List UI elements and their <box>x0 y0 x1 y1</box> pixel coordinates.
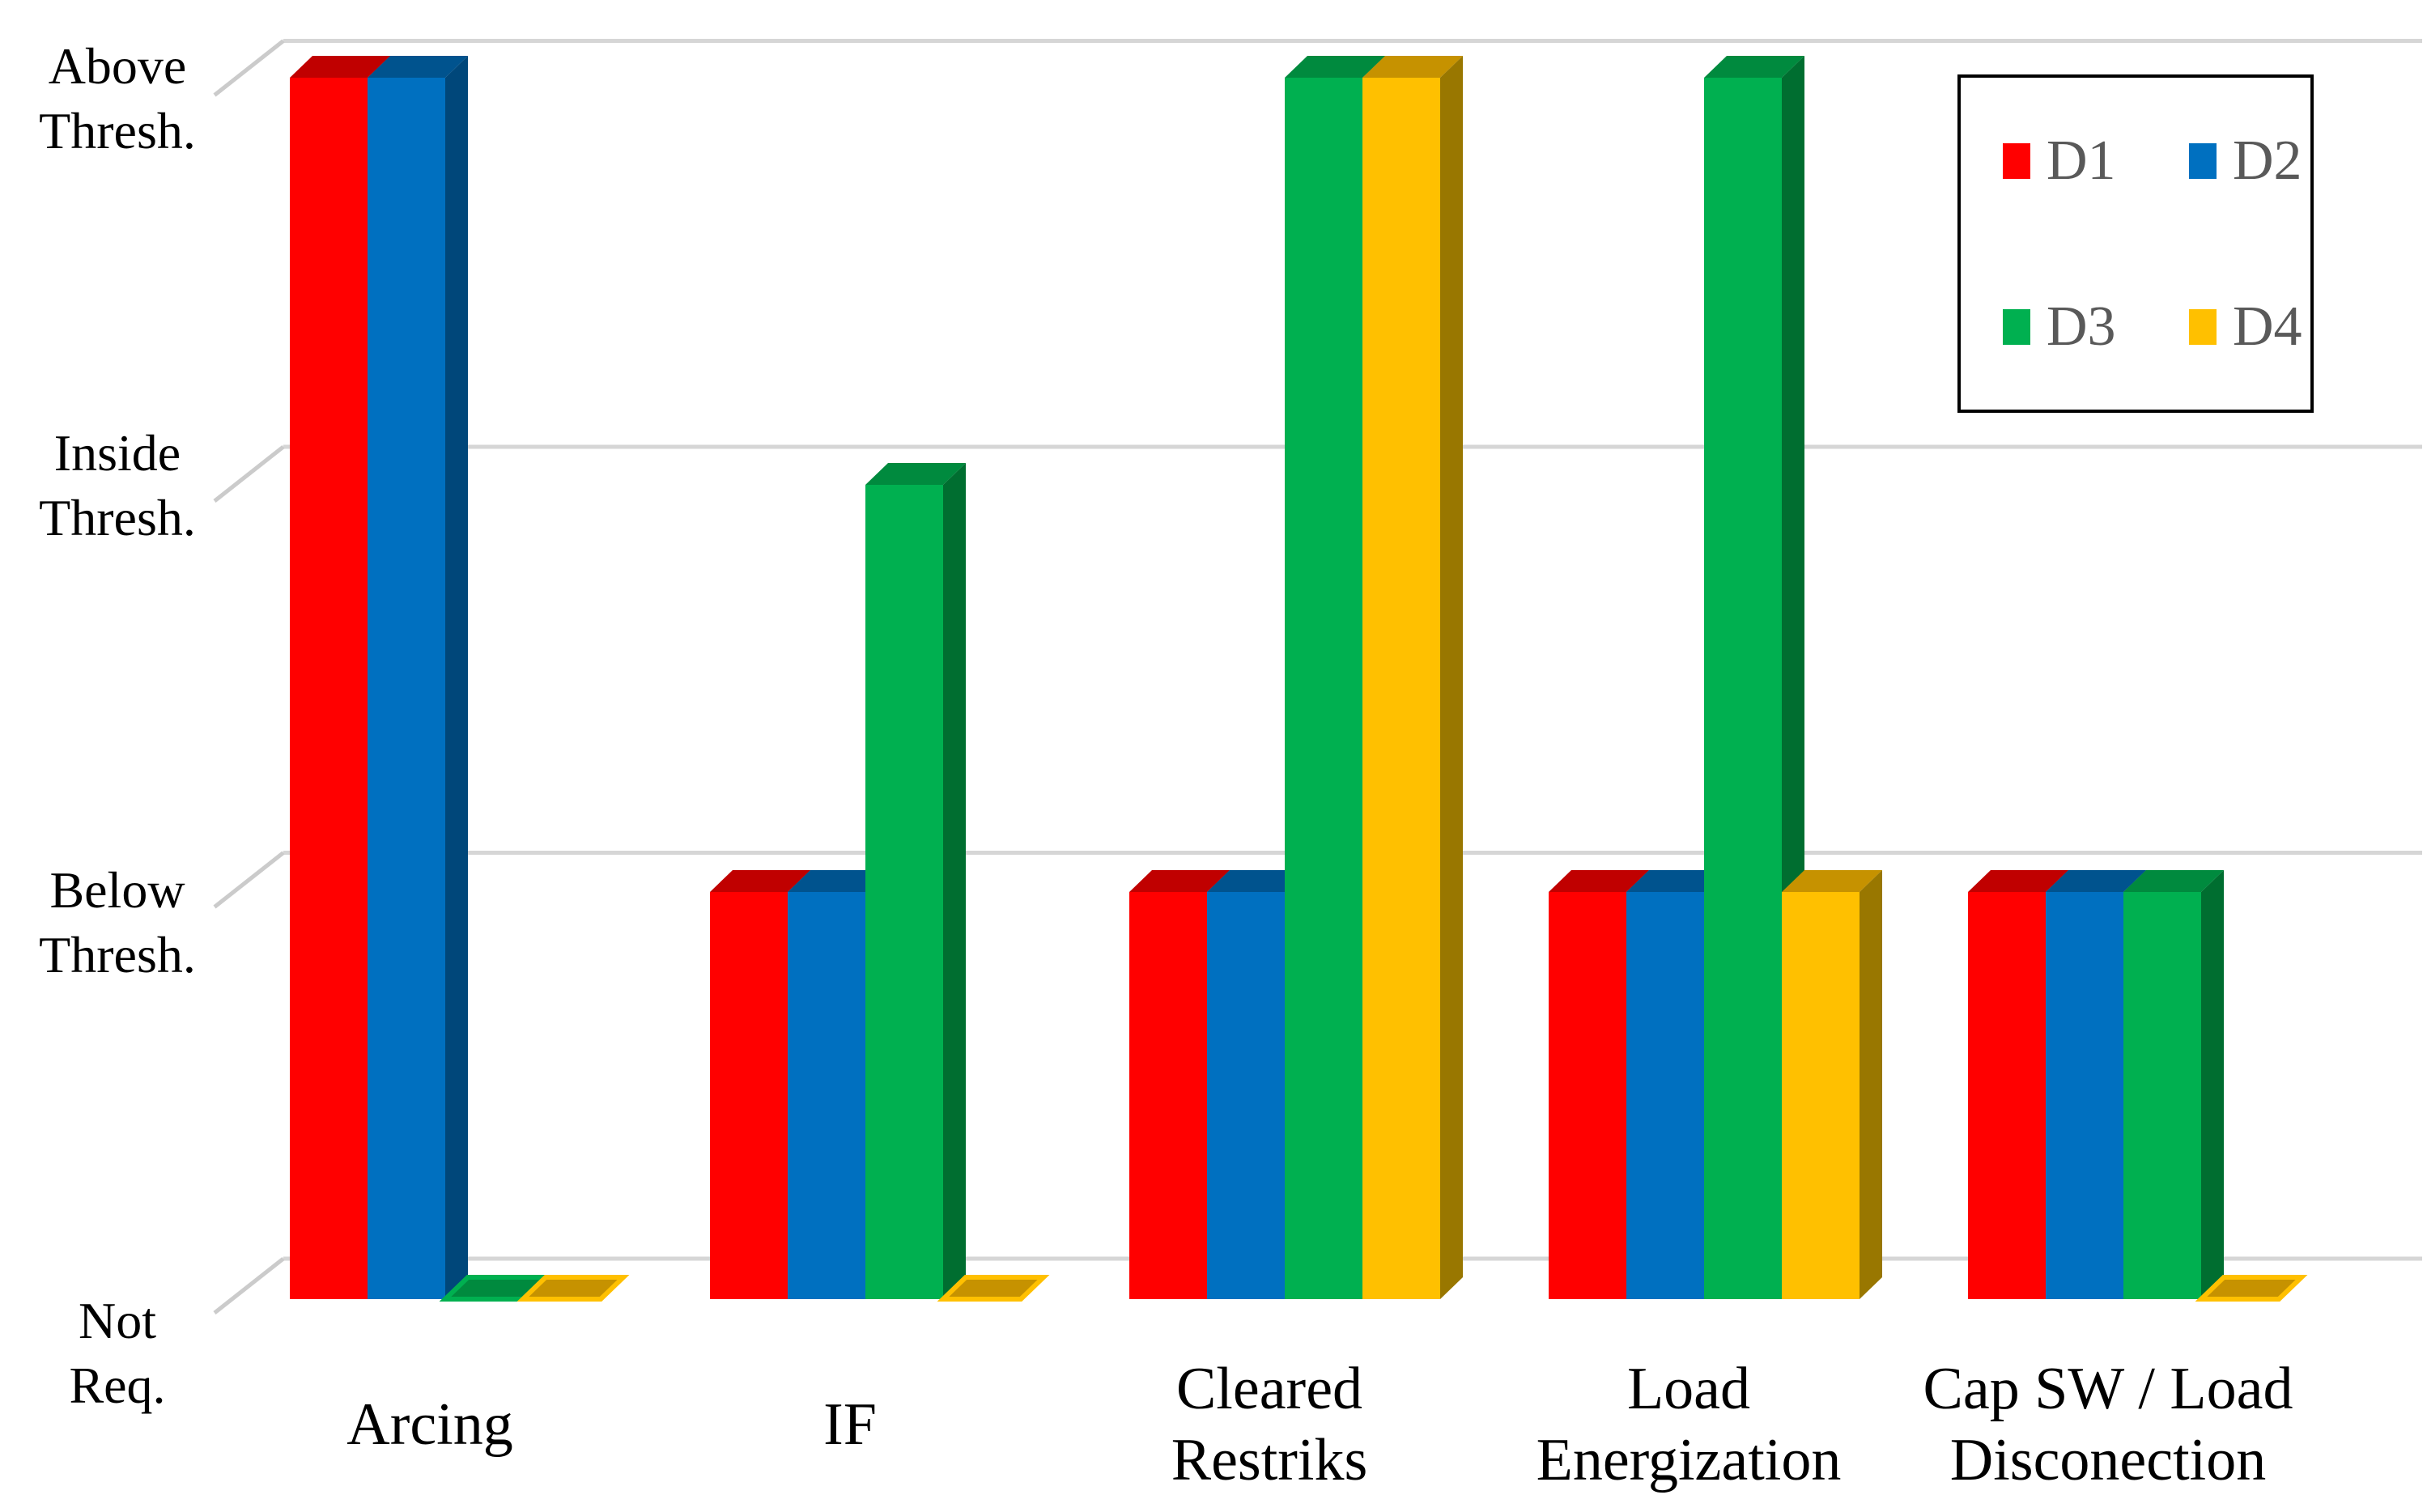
bar-top-face <box>1704 56 1804 78</box>
x-axis-label-line: Energization <box>1536 1427 1842 1493</box>
legend-item-D3: D3 <box>2003 244 2189 410</box>
y-axis-label-1: Below Thresh. <box>0 858 235 987</box>
y-axis-label-line: Not <box>79 1292 156 1349</box>
y-axis-label-2: Inside Thresh. <box>0 421 235 550</box>
bar-D4-1 <box>516 1275 630 1302</box>
bar-front-face <box>1782 892 1860 1299</box>
bar-D3-2 <box>865 463 966 1299</box>
bar-front-face <box>368 78 445 1299</box>
bar-front-face <box>710 892 788 1299</box>
bar-side-face <box>1440 56 1463 1299</box>
x-axis-label-line: Arcing <box>346 1391 513 1458</box>
bar-top-face <box>788 870 888 892</box>
legend-box: D1 D2 D3 D4 <box>1957 74 2314 413</box>
bar-top-face <box>1362 56 1463 78</box>
x-axis-label-5: Cap SW / Load Disconection <box>1857 1350 2359 1499</box>
y-tick-level-0 <box>213 1257 285 1315</box>
legend-swatch-D2 <box>2189 142 2217 179</box>
y-tick-level-2 <box>213 445 285 503</box>
bar-top-face <box>2123 870 2224 892</box>
bar-top-face <box>1549 870 1649 892</box>
bar-front-face <box>2123 892 2201 1299</box>
x-axis-label-line: Cleared <box>1175 1356 1363 1422</box>
y-axis-label-line: Thresh. <box>39 926 196 983</box>
bar-top-face <box>865 463 966 485</box>
bar-front-face <box>1968 892 2046 1299</box>
y-axis-label-line: Req. <box>69 1357 166 1414</box>
x-axis-label-line: Restriks <box>1171 1427 1368 1493</box>
legend-label: D1 <box>2047 129 2116 192</box>
x-axis-label-line: Load <box>1626 1356 1751 1422</box>
bar-front-face <box>1129 892 1207 1299</box>
bar-front-face <box>1285 78 1362 1299</box>
x-axis-label-line: IF <box>823 1391 877 1458</box>
legend-swatch-D3 <box>2003 308 2030 345</box>
y-axis-label-line: Inside <box>53 424 181 482</box>
bar-front-face <box>788 892 865 1299</box>
bar-top-face <box>290 56 390 78</box>
bar-flat-face <box>937 1275 1050 1302</box>
bar-side-face <box>1860 870 1882 1299</box>
bar-top-face <box>2046 870 2146 892</box>
bar-top-face <box>1626 870 1727 892</box>
bar-top-face <box>368 56 468 78</box>
x-axis-label-line: Cap SW / Load <box>1923 1356 2293 1422</box>
y-axis-label-line: Thresh. <box>39 102 196 159</box>
y-axis-label-0: Not Req. <box>0 1289 235 1418</box>
bar-top-face <box>1207 870 1307 892</box>
bar-side-face <box>445 56 468 1299</box>
bar-D4-3 <box>1362 56 1463 1299</box>
legend-label: D2 <box>2233 129 2302 192</box>
bar-D2-1 <box>368 56 468 1299</box>
bar-front-face <box>1362 78 1440 1299</box>
bar-front-face <box>1626 892 1704 1299</box>
bar-front-face <box>1207 892 1285 1299</box>
legend-item-D4: D4 <box>2189 244 2310 410</box>
bar-top-face <box>1782 870 1882 892</box>
legend-label: D4 <box>2233 295 2302 358</box>
x-axis-label-1: Arcing <box>179 1350 681 1499</box>
y-tick-level-3 <box>213 39 285 97</box>
y-tick-level-1 <box>213 851 285 909</box>
bar-D4-4 <box>1782 870 1882 1299</box>
y-axis-label-line: Below <box>49 861 185 919</box>
bar-top-face <box>1129 870 1230 892</box>
x-axis-label-4: Load Energization <box>1438 1350 1940 1499</box>
x-axis-label-3: Cleared Restriks <box>1018 1350 1520 1499</box>
legend-swatch-D4 <box>2189 308 2217 345</box>
bar-front-face <box>1704 78 1782 1299</box>
legend-item-D2: D2 <box>2189 78 2310 244</box>
legend-swatch-D1 <box>2003 142 2030 179</box>
bar-top-face <box>1968 870 2068 892</box>
bar-side-face <box>943 463 966 1299</box>
bar-front-face <box>865 485 943 1299</box>
bar-front-face <box>2046 892 2123 1299</box>
y-axis-label-3: Above Thresh. <box>0 34 235 164</box>
legend-item-D1: D1 <box>2003 78 2189 244</box>
bar-D4-5 <box>2195 1275 2308 1302</box>
bar-D3-5 <box>2123 870 2224 1299</box>
bar-D1-4 <box>1549 870 1649 1299</box>
y-axis-label-line: Thresh. <box>39 489 196 546</box>
x-axis-label-line: Disconection <box>1949 1427 2267 1493</box>
bar-front-face <box>290 78 368 1299</box>
bar-top-face <box>1285 56 1385 78</box>
bar-flat-face <box>516 1275 630 1302</box>
x-axis-label-2: IF <box>599 1350 1101 1499</box>
y-axis-label-line: Above <box>48 37 187 95</box>
bar-side-face <box>2201 870 2224 1299</box>
bar-front-face <box>1549 892 1626 1299</box>
legend-label: D3 <box>2047 295 2116 358</box>
bar-flat-face <box>2195 1275 2308 1302</box>
bar-top-face <box>710 870 810 892</box>
bar-D4-2 <box>937 1275 1050 1302</box>
